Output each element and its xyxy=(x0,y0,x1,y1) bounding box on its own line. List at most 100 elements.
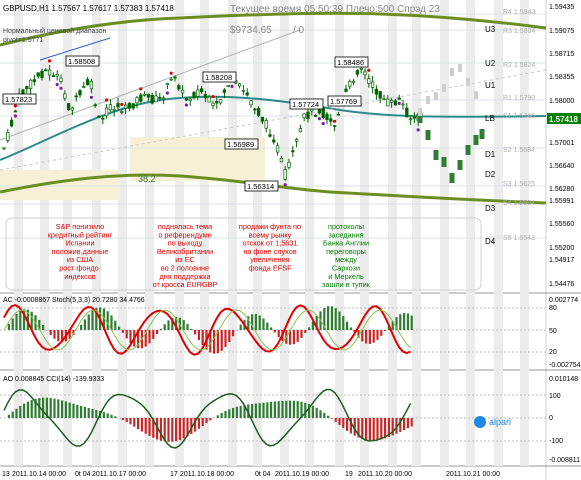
candle-body xyxy=(55,74,59,77)
price-tags: 1.57823 1.58508 1.58208 1.57724 1.57769 1.584… xyxy=(2,55,369,192)
ao-bar xyxy=(361,418,364,440)
ao-bar xyxy=(315,407,318,418)
candle-body xyxy=(325,113,329,120)
candle-body xyxy=(158,96,162,99)
price-tag xyxy=(2,93,37,105)
candle-body xyxy=(28,79,33,90)
session-stripe xyxy=(228,0,237,466)
price-axis-tick: 1.59075 xyxy=(549,28,574,35)
annotation-line: продажи фунта по xyxy=(239,222,301,231)
candle-body xyxy=(82,86,86,88)
forecast-candle-alt xyxy=(434,92,438,100)
candle-body xyxy=(123,104,128,109)
candle-body xyxy=(21,89,25,95)
candle-body xyxy=(287,162,291,168)
time-axis-tick: 2011.10.21 00:00 xyxy=(446,471,500,478)
ac-bar xyxy=(251,314,254,330)
candle-body xyxy=(63,93,67,99)
candle-body xyxy=(332,125,337,127)
candle-body xyxy=(283,169,287,180)
ao-bar xyxy=(334,418,337,422)
time-axis-tick: 0t 04 xyxy=(255,471,271,478)
session-stripe xyxy=(412,0,421,466)
forecast-candle-alt xyxy=(418,108,422,116)
annotation-line: между xyxy=(335,255,357,264)
ao-bar xyxy=(281,400,284,418)
ao-bar xyxy=(308,404,311,418)
ac-bar xyxy=(137,330,140,349)
moving-average xyxy=(0,95,547,161)
fractal-marker xyxy=(397,101,401,106)
ao-bar xyxy=(133,418,136,427)
ac-bar xyxy=(125,330,128,339)
symbol-title: GBPUSD,H1 1.57567 1.57617 1.57383 1.5741… xyxy=(3,4,174,13)
candle-body xyxy=(386,98,390,107)
ao-bar xyxy=(399,418,402,432)
ac-bar xyxy=(338,311,341,330)
candle-body xyxy=(215,101,219,104)
candle-body xyxy=(108,104,113,111)
ao-bar xyxy=(410,418,413,427)
ac-bar xyxy=(399,314,402,330)
ac-bar xyxy=(346,321,349,330)
price-axis-tick: 1.58355 xyxy=(549,74,574,81)
ao-bar xyxy=(251,403,254,418)
ao-bar xyxy=(197,418,200,429)
candle-body xyxy=(13,110,18,113)
ac-bar xyxy=(15,313,18,330)
ao-bar xyxy=(338,418,341,425)
forecast-candle-alt xyxy=(474,91,478,99)
session-stripe xyxy=(440,0,449,466)
price-axis-tick: 1.58000 xyxy=(549,98,574,105)
time-axis-tick: 2011.10.19 00:00 xyxy=(275,471,329,478)
ao-bar xyxy=(391,418,394,436)
ao-axis-tick: 100 xyxy=(549,393,561,400)
range-zone-1 xyxy=(0,170,120,200)
fractal-marker xyxy=(48,59,52,63)
price-axis-tick: 1.56280 xyxy=(549,186,574,193)
candle-body xyxy=(355,70,360,75)
annotation-line: и Меркель xyxy=(328,272,364,281)
candle-body xyxy=(150,94,154,104)
annotation-line: Банка Англии xyxy=(323,239,369,248)
price-axis-tick: 1.55560 xyxy=(549,221,574,228)
ac-bar xyxy=(49,330,52,335)
time-axis-tick: 2011.10.20 00:00 xyxy=(358,471,412,478)
ac-bar xyxy=(403,312,406,330)
ao-bar xyxy=(72,403,75,418)
ao-bar xyxy=(144,418,147,434)
fractal-marker xyxy=(105,98,109,102)
candle-body xyxy=(142,93,147,96)
forecast-candle-alt xyxy=(442,84,446,92)
ac-axis-tick: -0.002754 xyxy=(549,362,581,369)
ao-bar xyxy=(330,418,333,419)
ao-bar xyxy=(323,412,326,418)
ac-bar xyxy=(159,328,162,330)
stoch-main-line xyxy=(3,304,411,356)
annotation-line: из ЕС xyxy=(175,255,195,264)
level-label: R2 1.5824 xyxy=(503,62,535,69)
price-tag-text: 1.58208 xyxy=(205,73,232,82)
candle-body xyxy=(59,77,63,82)
ao-bar xyxy=(140,418,143,432)
ac-bar xyxy=(247,316,250,330)
annotation-frame xyxy=(5,217,482,291)
candle-body xyxy=(226,85,230,87)
ac-bar xyxy=(106,311,109,330)
ao-bar xyxy=(357,418,360,438)
forecast-candle xyxy=(417,113,423,123)
ao-bar xyxy=(42,397,45,418)
ao-bar xyxy=(220,413,223,418)
fractal-marker xyxy=(367,68,371,72)
ac-bar xyxy=(11,318,14,330)
ao-bar xyxy=(319,410,322,418)
price-tag-text: 1.58486 xyxy=(337,58,364,67)
candle-body xyxy=(363,71,367,76)
ac-bar xyxy=(311,321,314,330)
annotation-line: всему рынку xyxy=(249,230,292,239)
zone-label: D4 xyxy=(485,237,496,246)
zone-label: U3 xyxy=(485,25,496,34)
level-label: S3 1.5625 xyxy=(503,181,535,188)
candle-body xyxy=(165,83,170,86)
